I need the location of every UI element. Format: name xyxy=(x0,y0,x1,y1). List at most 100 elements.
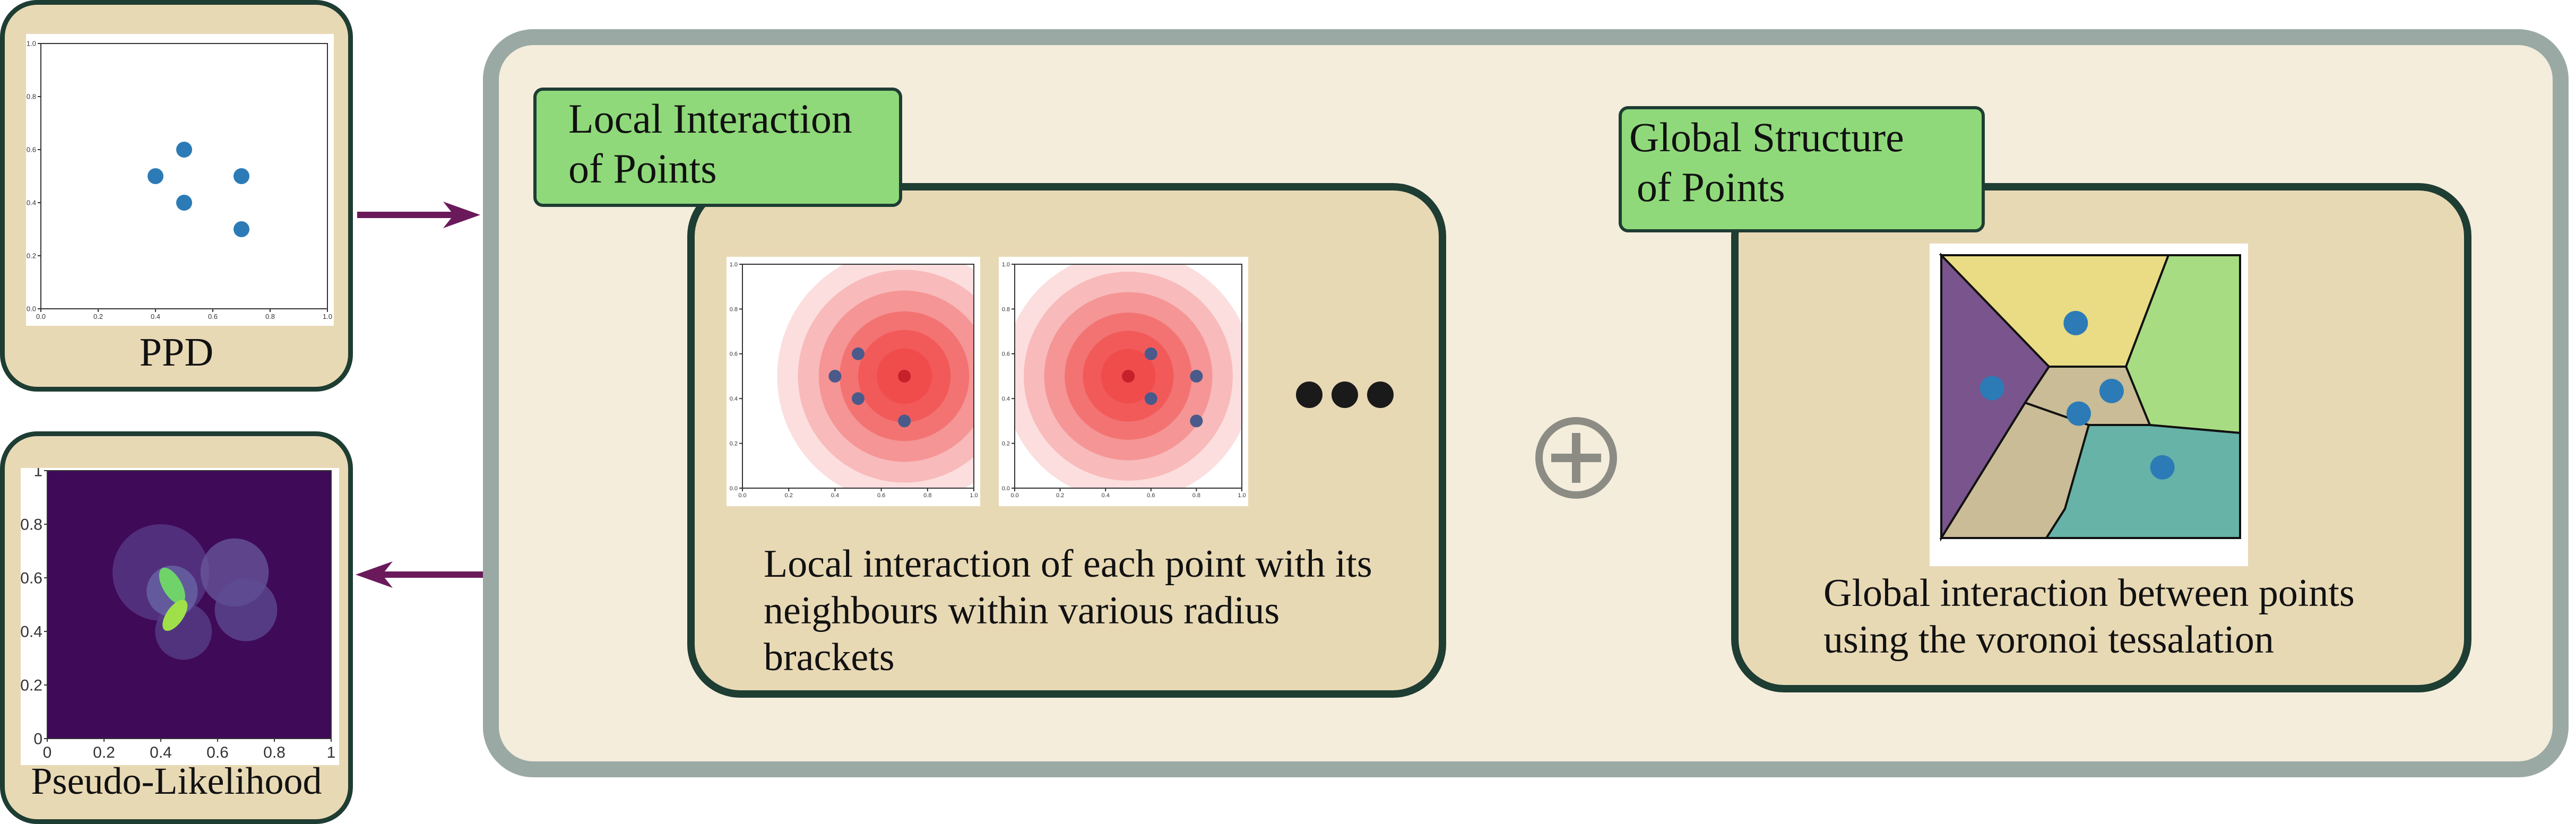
voronoi-svg xyxy=(1939,253,2241,542)
y-tick-label: 0.0 xyxy=(1002,485,1010,492)
x-tick-label: 0.8 xyxy=(265,313,275,320)
voronoi-boundary xyxy=(1940,254,2241,539)
local-interaction-box: 0.0 0.0 0.2 0.2 0.4 0.4 0.6 0.6 0.8 0.8 1.0 1.0 0.0… xyxy=(687,183,1446,698)
data-point xyxy=(852,347,865,360)
x-tick-label: 1.0 xyxy=(970,492,978,499)
y-tick-label: 0.0 xyxy=(730,485,738,492)
y-tick-label: 0.6 xyxy=(21,570,42,587)
x-tick-label: 0.6 xyxy=(208,313,218,320)
x-tick-label: 0.4 xyxy=(150,744,172,761)
pseudo-likelihood-caption: Pseudo-Likelihood xyxy=(31,760,322,802)
y-tick-label: 0.4 xyxy=(27,199,36,207)
y-tick-label: 0.2 xyxy=(27,252,36,260)
y-tick-label: 0.2 xyxy=(730,440,738,447)
local-plot-1: 0.0 0.0 0.2 0.2 0.4 0.4 0.6 0.6 0.8 0.8 1.0 1.0 xyxy=(727,257,980,506)
x-tick-label: 0.0 xyxy=(36,313,46,320)
data-point xyxy=(234,168,249,184)
arrow-head xyxy=(356,561,393,588)
focus-point xyxy=(1122,370,1135,383)
data-point xyxy=(1144,347,1157,360)
x-tick-label: 0.6 xyxy=(877,492,885,499)
x-tick-label: 0.4 xyxy=(831,492,839,499)
axes-frame xyxy=(40,43,328,309)
high-likelihood-region xyxy=(159,568,185,604)
y-tick-label: 0.4 xyxy=(1002,396,1010,402)
y-tick-label: 0.4 xyxy=(730,396,738,402)
y-tick-label: 0.8 xyxy=(1002,306,1010,313)
y-tick-label: 1 xyxy=(33,468,42,480)
x-tick-label: 0.6 xyxy=(206,744,229,761)
data-point xyxy=(1144,392,1157,405)
y-tick-label: 0 xyxy=(33,731,42,748)
x-tick-label: 0.8 xyxy=(1192,492,1200,499)
data-point xyxy=(828,370,842,383)
data-point xyxy=(2099,378,2124,403)
ppd-scatter-plot: 0.0 0.0 0.2 0.2 0.4 0.4 0.6 0.6 0.8 0.8 1.0 1.0 xyxy=(26,34,334,326)
pseudo-likelihood-heatmap: 0 0 0.2 0.2 0.4 0.4 0.6 0.6 0.8 0.8 1 1 xyxy=(20,463,339,765)
y-tick-label: 0.6 xyxy=(730,351,738,358)
x-tick-label: 1.0 xyxy=(323,313,332,320)
x-tick-label: 0.4 xyxy=(151,313,160,320)
data-point xyxy=(852,392,865,405)
data-point xyxy=(2066,401,2091,426)
y-tick-label: 0.2 xyxy=(1002,440,1010,447)
x-tick-label: 0 xyxy=(43,744,52,761)
x-tick-label: 0.2 xyxy=(785,492,793,499)
ppd-caption: PPD xyxy=(139,330,214,375)
axes-frame xyxy=(742,264,974,489)
arrow-model-to-likelihood xyxy=(356,561,483,588)
focus-point xyxy=(898,370,911,383)
local-tag-line-1: Local Interaction xyxy=(568,96,852,142)
local-tag-line-2: of Points xyxy=(568,145,717,192)
ppd-panel: 0.0 0.0 0.2 0.2 0.4 0.4 0.6 0.6 0.8 0.8 1.0 1.0 PPD xyxy=(0,0,353,392)
data-point xyxy=(176,195,192,211)
x-tick-label: 0.4 xyxy=(1102,492,1110,499)
data-point xyxy=(1979,376,2004,401)
radius-brackets xyxy=(777,264,974,488)
y-tick-label: 0.8 xyxy=(21,516,42,534)
y-tick-label: 0.6 xyxy=(1002,351,1010,358)
y-tick-label: 0.2 xyxy=(21,677,42,695)
arrow-head xyxy=(443,202,480,228)
local-plot-1-svg: 0.00.0 0.2 0.2 0.4 0.4 0.6 0.6 0.8 0.8 1.0 1.0 xyxy=(730,262,978,499)
local-interaction-tag: Local Interaction of Points xyxy=(533,88,902,207)
global-description: Global interaction between points using … xyxy=(1823,571,2355,662)
y-tick-label: 0.4 xyxy=(21,623,42,641)
x-tick-label: 0.8 xyxy=(923,492,931,499)
data-point xyxy=(898,414,911,428)
pseudo-likelihood-panel: 0 0 0.2 0.2 0.4 0.4 0.6 0.6 0.8 0.8 1 1 Pseudo-Like… xyxy=(0,431,353,824)
ellipsis-icon xyxy=(1296,381,1394,408)
global-tag-line-2: of Points xyxy=(1637,164,1785,210)
local-plot-2: 0.0 0.0 0.2 0.2 0.4 0.4 0.6 0.6 0.8 0.8 1.0 1.0 xyxy=(999,257,1248,506)
x-tick-label: 0.2 xyxy=(93,313,103,320)
x-tick-label: 0.8 xyxy=(263,744,286,761)
likelihood-region xyxy=(214,578,278,641)
x-tick-label: 0.0 xyxy=(738,492,746,499)
global-structure-box: Global interaction between points using … xyxy=(1731,183,2471,692)
data-point xyxy=(1190,414,1203,428)
x-tick-label: 0.2 xyxy=(93,744,115,761)
x-tick-label: 1.0 xyxy=(1238,492,1246,499)
axes-frame xyxy=(1014,264,1242,489)
arrow-ppd-to-model xyxy=(357,202,480,228)
voronoi-plot xyxy=(1930,244,2248,566)
y-tick-label: 0.6 xyxy=(27,146,36,154)
high-likelihood-region xyxy=(162,600,188,631)
global-structure-tag: Global Structure of Points xyxy=(1619,106,1985,232)
local-description: Local interaction of each point with its… xyxy=(764,542,1372,679)
y-tick-label: 0.8 xyxy=(27,93,36,101)
y-tick-label: 1.0 xyxy=(27,40,36,48)
y-tick-label: 0.0 xyxy=(27,305,36,313)
x-tick-label: 0.2 xyxy=(1056,492,1064,499)
data-point xyxy=(234,221,249,237)
pseudo-likelihood-svg: 00 0.2 0.2 0.4 0.4 0.6 0.6 0.8 0.8 1 1 xyxy=(20,463,336,762)
y-tick-label: 1.0 xyxy=(1002,262,1010,268)
global-tag-line-1: Global Structure xyxy=(1629,114,1904,160)
local-plot-2-svg: 0.00.0 0.2 0.2 0.4 0.4 0.6 0.6 0.8 0.8 1.0 1.0 xyxy=(1002,262,1246,499)
axes-frame xyxy=(47,470,332,739)
ppd-scatter-svg: 0.00.0 0.2 0.2 0.4 0.4 0.6 0.6 0.8 0.8 1.0 1.0 xyxy=(27,40,332,320)
x-tick-label: 1 xyxy=(327,744,336,761)
data-point xyxy=(2150,455,2175,480)
y-tick-label: 1.0 xyxy=(730,262,738,268)
x-tick-label: 0.6 xyxy=(1147,492,1155,499)
